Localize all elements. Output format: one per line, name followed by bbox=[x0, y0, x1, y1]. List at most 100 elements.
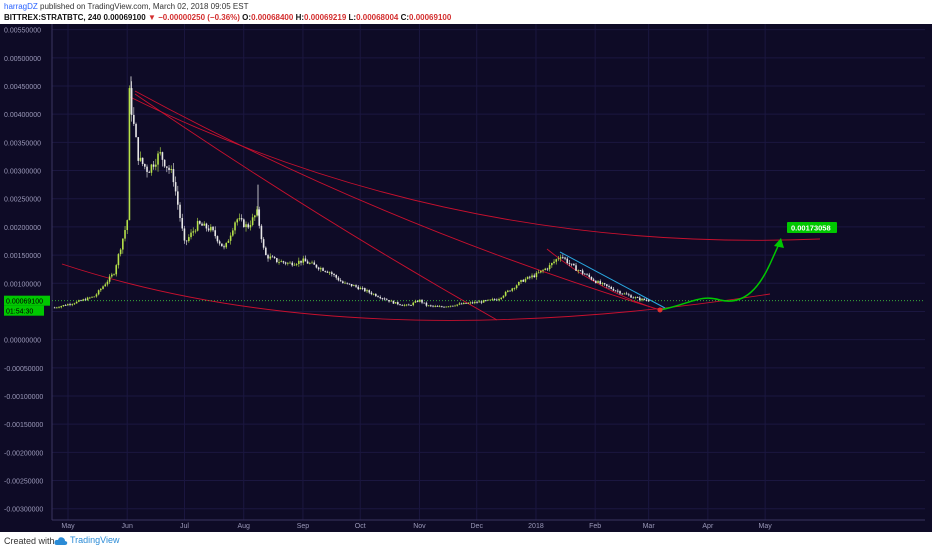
candle-body bbox=[416, 301, 419, 302]
candle-body bbox=[597, 281, 599, 283]
candle-body bbox=[194, 230, 197, 232]
candle-body bbox=[460, 303, 463, 305]
candle-body bbox=[498, 298, 500, 301]
candle-body bbox=[265, 247, 267, 256]
x-tick-label: Mar bbox=[643, 523, 656, 530]
candle-body bbox=[80, 300, 82, 302]
candle-body bbox=[91, 296, 93, 298]
y-tick-label: 0.00300000 bbox=[4, 169, 41, 176]
candle-body bbox=[529, 276, 531, 278]
candle-body bbox=[216, 236, 219, 242]
countdown-label: 01:54:30 bbox=[6, 309, 33, 316]
candle-body bbox=[350, 283, 353, 287]
candle-body bbox=[113, 274, 115, 276]
y-tick-label: -0.00300000 bbox=[4, 507, 43, 514]
candle-body bbox=[647, 300, 650, 302]
candle-body bbox=[520, 279, 522, 282]
countdown-tag bbox=[4, 305, 44, 316]
candle-body bbox=[199, 221, 201, 224]
projection-curve bbox=[659, 243, 780, 311]
x-tick-label: Aug bbox=[237, 523, 250, 530]
candle-body bbox=[489, 299, 492, 301]
x-tick-label: May bbox=[61, 523, 75, 530]
candle-body bbox=[425, 302, 428, 306]
candle-body bbox=[60, 306, 63, 308]
y-tick-label: -0.00250000 bbox=[4, 479, 43, 486]
candle-body bbox=[111, 274, 113, 277]
candle-body bbox=[62, 305, 65, 307]
candle-body bbox=[232, 230, 234, 236]
candle-body bbox=[291, 262, 294, 266]
candle-body bbox=[394, 302, 397, 304]
candle-body bbox=[441, 306, 443, 308]
candle-body bbox=[119, 249, 122, 255]
candle-body bbox=[309, 263, 311, 264]
candle-body bbox=[590, 276, 593, 280]
candle-body bbox=[282, 261, 285, 263]
candle-body bbox=[295, 263, 298, 265]
candle-body bbox=[300, 260, 302, 263]
candle-body bbox=[234, 222, 236, 231]
publish-info: published on TradingView.com, March 02, … bbox=[40, 2, 249, 11]
candle-body bbox=[249, 225, 252, 228]
candle-body bbox=[326, 271, 329, 273]
close-value: 0.00069100 bbox=[409, 13, 452, 22]
candle-body bbox=[379, 297, 382, 299]
price-chart[interactable]: 0.00550000 0.00500000 0.00450000 0.00400000… bbox=[0, 24, 932, 532]
tradingview-logo-text[interactable]: TradingView bbox=[70, 535, 120, 545]
candle-body bbox=[405, 304, 408, 306]
target-label: 0.00173058 bbox=[791, 224, 831, 233]
candle-body bbox=[227, 240, 230, 243]
candle-body bbox=[496, 299, 498, 301]
red-trend-arc bbox=[129, 96, 821, 241]
candle-body bbox=[73, 303, 76, 305]
trend-lines bbox=[52, 90, 925, 321]
candle-body bbox=[410, 305, 412, 306]
candle-body bbox=[170, 169, 173, 171]
blue-trend-line bbox=[559, 251, 666, 309]
candle-body bbox=[221, 243, 223, 247]
candle-body bbox=[507, 290, 509, 292]
candle-body bbox=[452, 305, 454, 307]
tradingview-cloud-icon bbox=[54, 537, 68, 545]
candle-body bbox=[509, 290, 511, 292]
x-tick-label: Feb bbox=[589, 523, 601, 530]
candle-body bbox=[522, 279, 525, 282]
y-tick-label: 0.00400000 bbox=[4, 112, 41, 119]
symbol-name[interactable]: BITTREX:STRATBTC, 240 bbox=[4, 13, 102, 22]
candle-body bbox=[260, 225, 263, 240]
candle-body bbox=[298, 260, 300, 264]
candle-body bbox=[603, 283, 606, 285]
candle-body bbox=[643, 298, 646, 300]
candle-body bbox=[177, 191, 179, 205]
candle-body bbox=[397, 302, 399, 305]
candle-body bbox=[240, 218, 243, 220]
candle-body bbox=[69, 304, 71, 305]
y-axis: 0.00550000 0.00500000 0.00450000 0.00400000… bbox=[4, 24, 53, 520]
candle-body bbox=[478, 301, 481, 303]
candle-body bbox=[157, 153, 159, 165]
candle-body bbox=[485, 300, 487, 302]
candle-body bbox=[546, 268, 549, 270]
x-tick-label: Apr bbox=[702, 523, 714, 530]
x-axis: May Jun Jul Aug Sep Oct Nov Dec 2018 Feb Mar Apr May bbox=[52, 519, 925, 530]
red-trend-arc bbox=[134, 93, 498, 321]
x-tick-label: Oct bbox=[355, 523, 366, 530]
candle-body bbox=[436, 306, 439, 307]
candle-body bbox=[168, 167, 170, 171]
candle-body bbox=[386, 299, 388, 301]
candle-body bbox=[612, 288, 615, 291]
projection-arrowhead bbox=[774, 238, 784, 248]
candle-body bbox=[271, 256, 274, 258]
author-link[interactable]: harragDZ bbox=[4, 2, 38, 11]
candle-body bbox=[196, 221, 199, 231]
grid-lines bbox=[52, 24, 925, 520]
candle-body bbox=[161, 152, 164, 160]
candle-body bbox=[117, 254, 120, 266]
candle-body bbox=[366, 290, 368, 292]
candle-body bbox=[287, 262, 289, 264]
candle-body bbox=[335, 275, 338, 278]
red-trend-arc bbox=[546, 248, 661, 311]
candle-body bbox=[284, 262, 287, 264]
candle-body bbox=[645, 299, 648, 301]
